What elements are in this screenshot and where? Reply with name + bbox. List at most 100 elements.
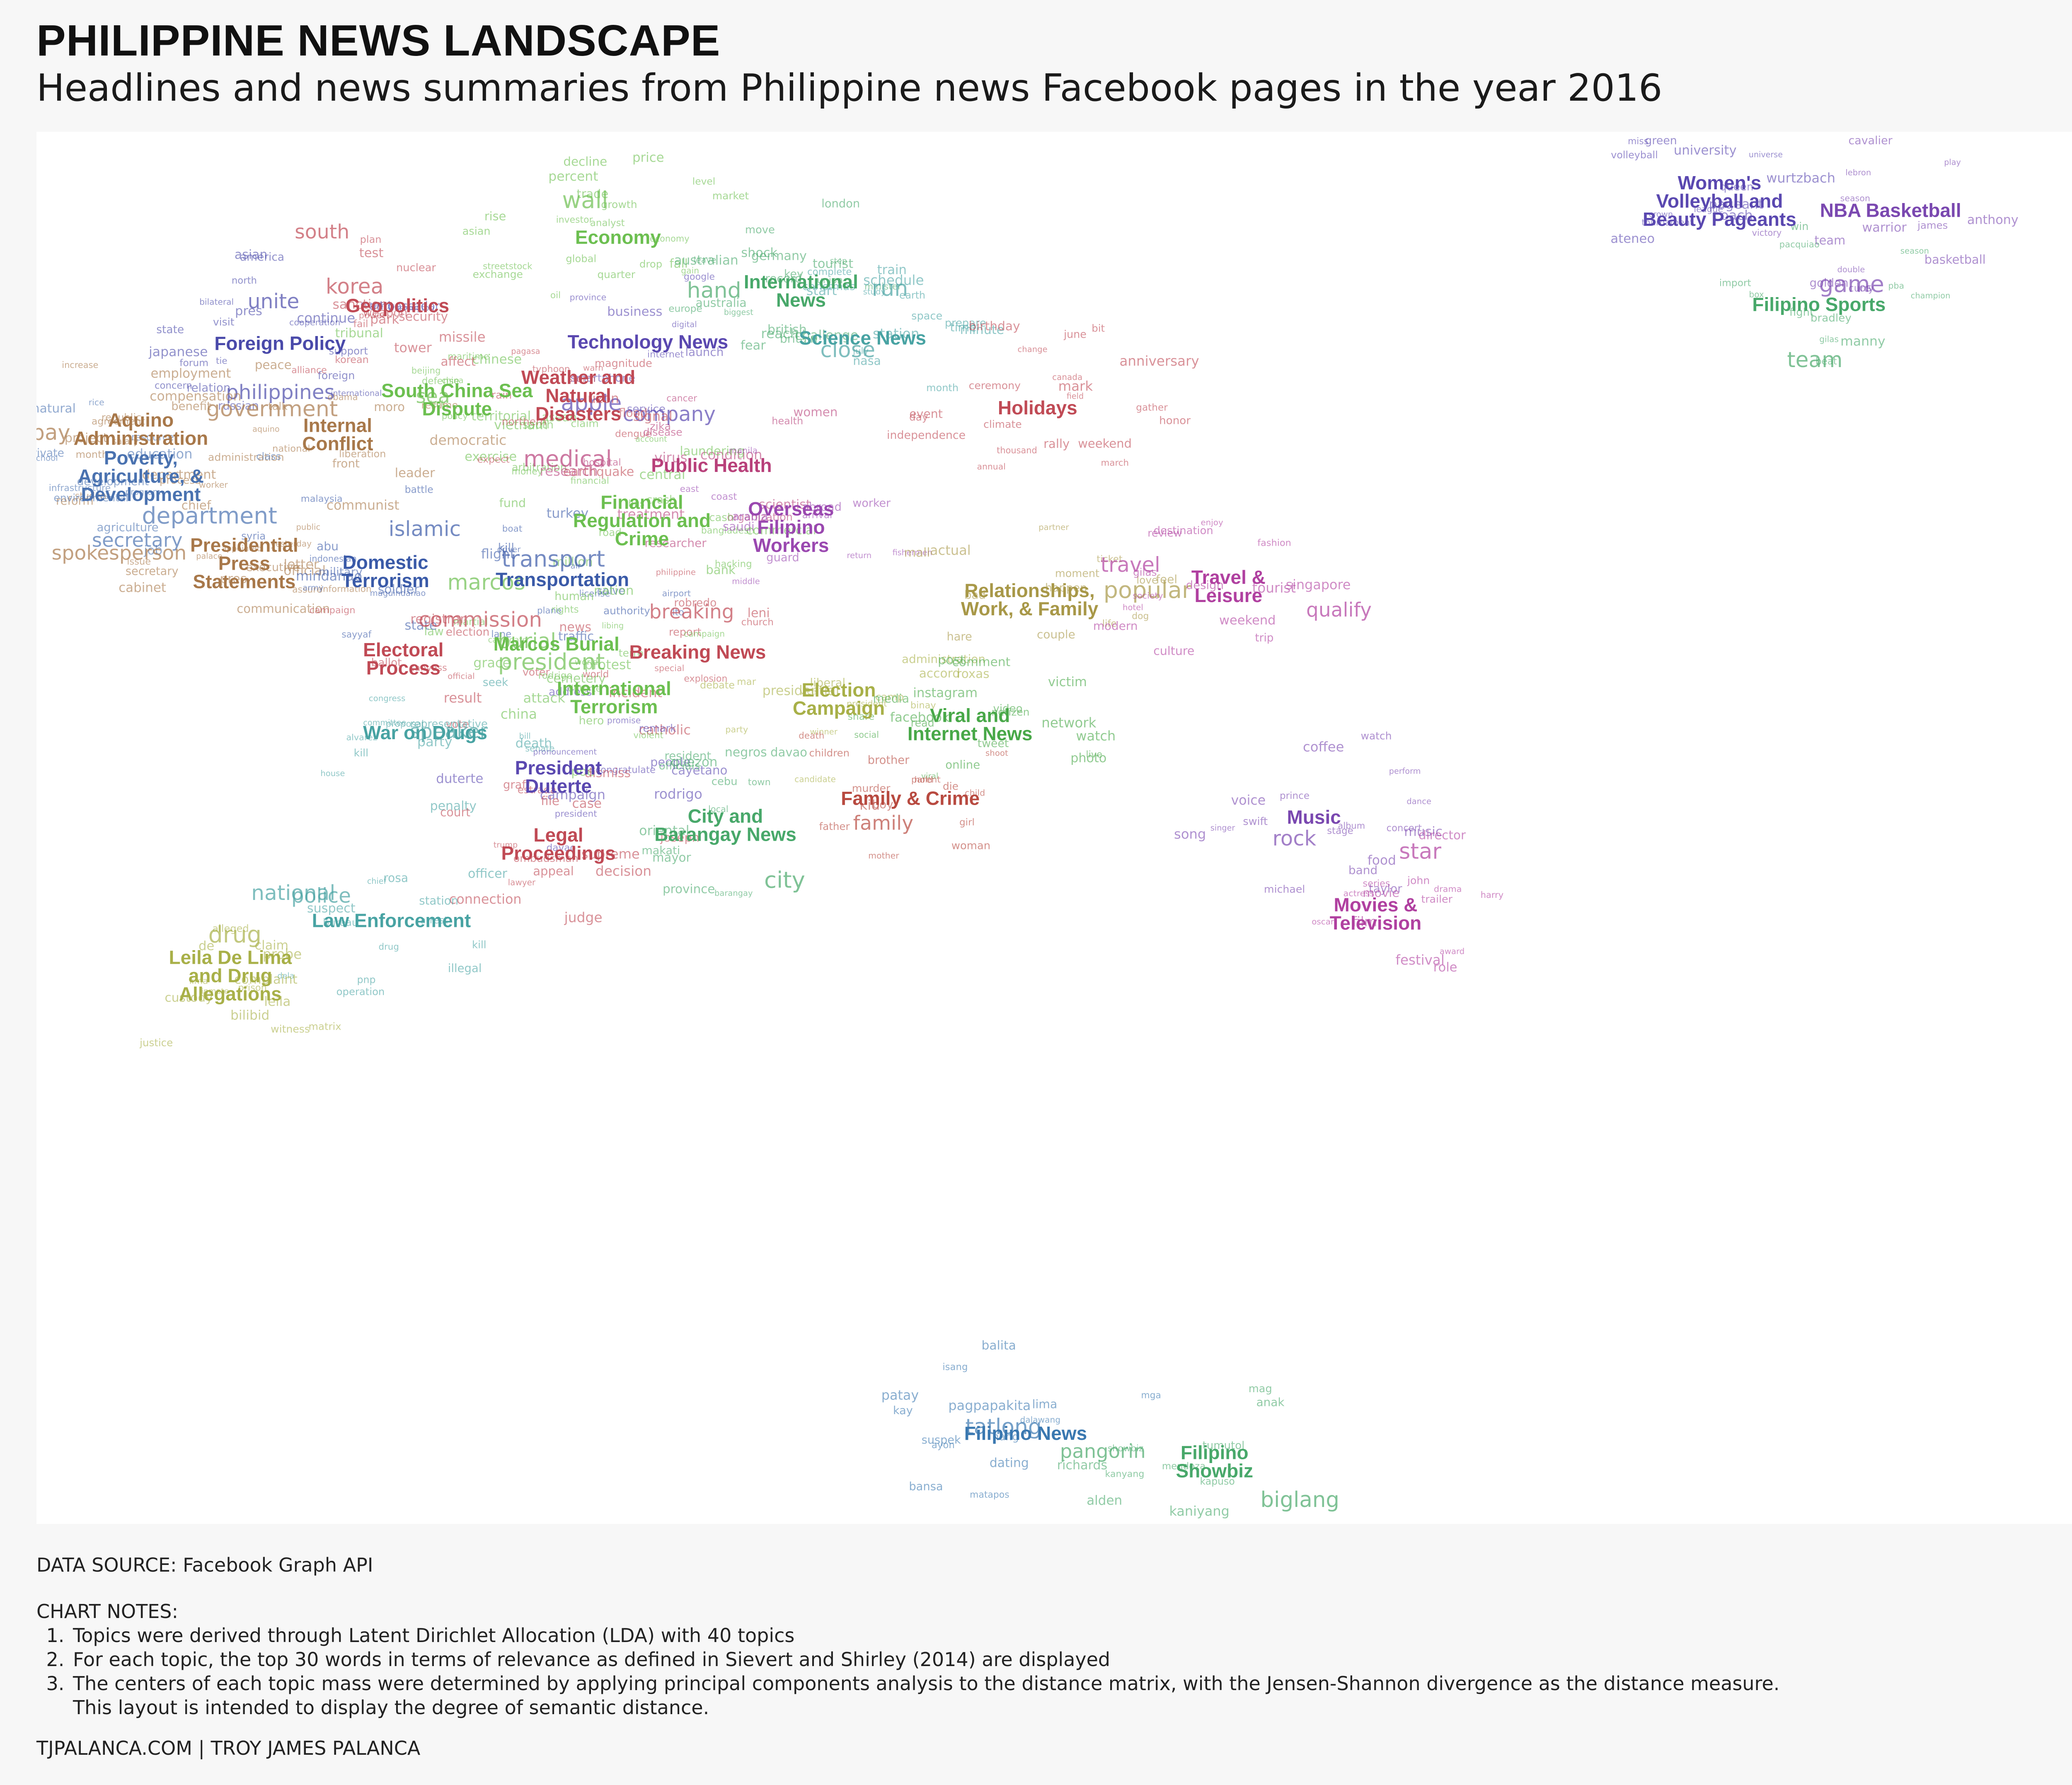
topic-label-line: Overseas (748, 498, 834, 520)
topic-word: box (1749, 290, 1764, 300)
topic-word: justice (139, 1037, 173, 1049)
topic-word: level (692, 176, 715, 187)
topic-word: drug (208, 922, 261, 948)
topic-word: treatment (617, 506, 685, 522)
topic-word: song (1174, 826, 1206, 842)
topic-word: suspect (307, 901, 356, 916)
topic-word: family (853, 812, 914, 835)
topic-word: republic (102, 412, 141, 423)
topic-word: germany (751, 249, 807, 264)
topic-word: cabinet (119, 580, 166, 595)
topic-word: graft (503, 779, 530, 791)
topic-word: fall (670, 256, 688, 271)
topic-word: social (854, 730, 879, 740)
topic-label: City and Barangay News (654, 805, 796, 845)
topic-word: education (127, 446, 192, 462)
topic-word: money (511, 467, 542, 477)
topic-word: miss (1628, 136, 1648, 147)
topic-word: fail (353, 318, 368, 330)
topic-word: job (143, 543, 162, 557)
topic-word: prince (1280, 791, 1310, 801)
topic-label-line: Law Enforcement (312, 910, 471, 931)
topic-word: transport (502, 546, 605, 572)
topic-word: happen (1045, 582, 1087, 595)
topic-label: Science News (799, 327, 926, 348)
topic-word: coast (711, 491, 737, 502)
topic-word: rodrigo (538, 670, 573, 681)
topic-word: davao (547, 842, 576, 854)
topic-word: tweet (978, 737, 1009, 750)
topic-word: palace (196, 551, 222, 561)
topic-word: registrar (410, 612, 465, 627)
topic-word: health (772, 415, 803, 427)
topic-word: canvass (409, 663, 447, 673)
topic-word: concert (1387, 823, 1422, 834)
topic-word: concern (155, 380, 192, 391)
topic-label: Weather and Natural Disasters (521, 367, 635, 425)
topic-word: judge (564, 909, 603, 926)
topic-word: martial (453, 616, 488, 628)
topic-word: ayon (932, 1440, 955, 1451)
topic-word: apple (561, 390, 622, 416)
topic-label-line: Dispute (422, 398, 492, 419)
topic-word: medical (523, 446, 612, 472)
topic-word: john (1407, 874, 1430, 886)
topic-word: warn (583, 363, 603, 372)
topic-word: rain (491, 389, 512, 402)
topic-word: decline (563, 155, 607, 169)
topic-word: president (847, 699, 887, 709)
topic-word: northern (502, 416, 547, 428)
topic-word: love (1136, 574, 1158, 586)
topic-label-line: Public Health (651, 455, 772, 476)
topic-word: executive (246, 561, 300, 574)
topic-label-line: Work, & Family (961, 598, 1099, 619)
topic-word: fashion (1257, 537, 1291, 548)
topic-word: society (1133, 591, 1163, 601)
topic-label-line: Barangay News (654, 824, 796, 845)
topic-word: britain (780, 332, 818, 346)
topic-word: alvarez (346, 733, 378, 743)
topic-word: spokesperson (51, 542, 186, 565)
topic-word: resume (421, 399, 458, 411)
topic-word: market (712, 190, 749, 202)
topic-word: analyst (590, 218, 625, 229)
topic-word: fight (1789, 306, 1814, 319)
topic-word: party (725, 724, 748, 734)
topic-word: lawyer (508, 877, 536, 887)
topic-word: asean (542, 410, 577, 424)
topic-word: sanction (332, 297, 387, 312)
topic-word: mark (1058, 378, 1093, 394)
topic-word: bansa (909, 1480, 943, 1493)
topic-label: Viral and Internet News (908, 705, 1033, 745)
topic-word: russian (218, 399, 259, 412)
topic-word: business (607, 305, 662, 319)
topic-word: organization (727, 511, 793, 523)
topic-word: internet (647, 349, 684, 360)
topic-word: probe (263, 946, 302, 962)
topic-word: compensation (150, 389, 241, 404)
topic-label-line: Science News (799, 327, 926, 348)
topic-word: researcher (644, 536, 707, 550)
topic-word: march (1101, 458, 1129, 468)
topic-word: rice (89, 397, 104, 407)
topic-word: lima (1032, 1398, 1058, 1411)
topic-word: green (1645, 134, 1677, 147)
topic-word: party (417, 734, 453, 750)
topic-word: role (1433, 960, 1457, 975)
topic-word: bureau (323, 917, 358, 929)
topic-word: death (799, 731, 824, 741)
topic-word: maguindanao (370, 588, 426, 598)
topic-word: proposal (386, 719, 424, 729)
topic-label-line: Process (366, 657, 441, 679)
topic-word: father (819, 820, 850, 832)
topic-word: kill (472, 938, 487, 951)
topic-word: reform (56, 495, 94, 508)
topic-word: case (572, 796, 602, 811)
topic-label: Filipino News (964, 1422, 1087, 1444)
topic-word: study (863, 287, 886, 297)
topic-word: step (830, 256, 847, 266)
topic-word: korea (326, 274, 384, 299)
